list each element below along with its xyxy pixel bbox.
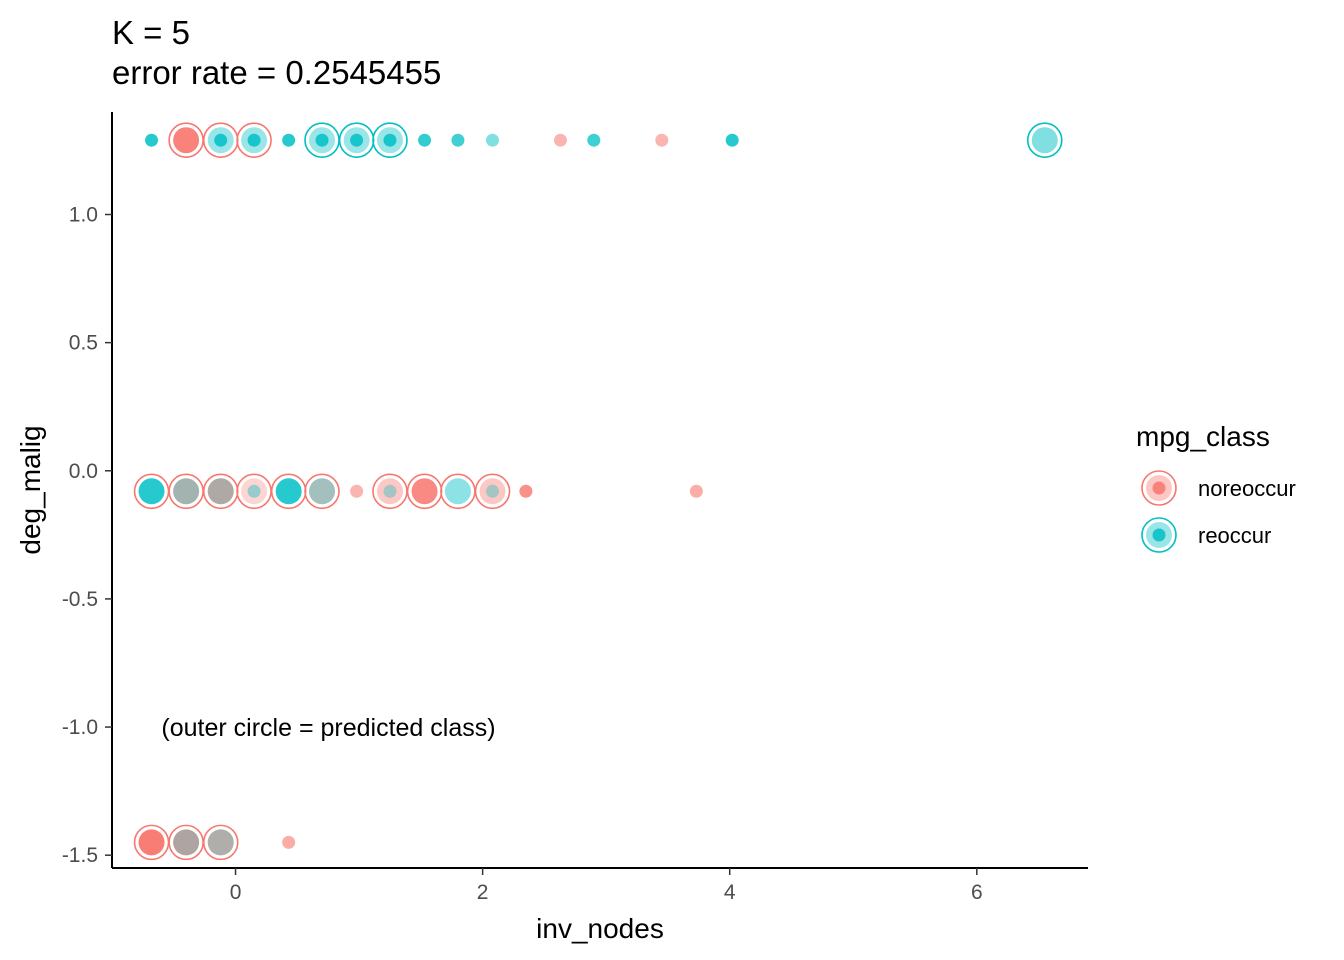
legend-key-dot-noreoccur (1152, 481, 1166, 495)
data-point-41 (173, 829, 200, 856)
plot-marks (133, 122, 1063, 861)
predicted-class-ring-12 (304, 473, 340, 510)
data-point-21 (138, 478, 165, 505)
chart-annotation: (outer circle = predicted class) (161, 714, 495, 742)
data-point-22 (173, 478, 200, 505)
data-point-34 (411, 478, 438, 505)
data-point-31 (350, 484, 364, 498)
data-point-5 (247, 133, 261, 147)
y-tick-label-5: 1.0 (69, 204, 98, 227)
data-point-10 (350, 133, 364, 147)
data-point-15 (486, 133, 500, 147)
data-point-13 (418, 133, 432, 147)
legend: mpg_class noreoccur reoccur (1136, 421, 1296, 553)
data-point-43 (207, 829, 234, 856)
y-tick-label-0: -1.5 (62, 844, 98, 867)
x-tick-label-3: 6 (971, 881, 983, 904)
data-point-26 (241, 478, 268, 505)
data-point-30 (309, 478, 336, 505)
data-point-19 (725, 133, 739, 147)
data-point-20 (1031, 127, 1058, 154)
predicted-class-ring-5 (372, 122, 408, 158)
data-point-27 (247, 484, 261, 498)
data-point-28 (275, 478, 302, 505)
y-axis-ticks: -1.5 -1.0 -0.5 0.0 0.5 1.0 (62, 204, 112, 867)
data-point-44 (207, 829, 234, 856)
y-tick-label-4: 0.5 (69, 332, 98, 355)
y-axis-title: deg_malig (15, 425, 46, 554)
data-point-39 (689, 484, 703, 498)
x-tick-label-1: 2 (477, 881, 489, 904)
data-point-32 (376, 478, 403, 505)
chart-subtitle: error rate = 0.2545455 (112, 54, 441, 91)
legend-label-noreoccur: noreoccur (1198, 476, 1296, 501)
y-tick-label-2: -0.5 (62, 588, 98, 611)
y-tick-label-1: -1.0 (62, 716, 98, 739)
predicted-class-ring-2 (236, 122, 272, 158)
data-point-14 (451, 133, 465, 147)
x-tick-label-2: 4 (724, 881, 736, 904)
data-point-12 (383, 133, 397, 147)
y-tick-label-3: 0.0 (69, 460, 98, 483)
data-point-40 (138, 829, 165, 856)
data-point-33 (383, 484, 397, 498)
legend-key-ring-noreoccur (1141, 470, 1177, 506)
data-point-3 (214, 133, 228, 147)
legend-key-ring-reoccur (1141, 517, 1177, 553)
data-point-23 (173, 478, 200, 505)
data-point-25 (207, 478, 234, 505)
data-point-0 (145, 133, 159, 147)
predicted-class-ring-16 (474, 473, 511, 510)
x-axis-title: inv_nodes (536, 913, 664, 944)
data-point-29 (309, 478, 336, 505)
data-point-6 (282, 133, 296, 147)
data-point-1 (173, 127, 200, 154)
chart-title: K = 5 (112, 14, 190, 51)
data-point-38 (519, 484, 533, 498)
data-point-8 (315, 133, 329, 147)
predicted-class-ring-19 (202, 824, 239, 861)
x-axis-ticks: 0 2 4 6 (230, 868, 983, 904)
data-point-45 (282, 835, 296, 849)
legend-title: mpg_class (1136, 421, 1270, 452)
legend-label-reoccur: reoccur (1198, 523, 1271, 548)
data-point-16 (553, 133, 567, 147)
data-point-42 (173, 829, 200, 856)
data-point-36 (479, 478, 506, 505)
legend-key-dot-reoccur (1152, 528, 1166, 542)
data-point-24 (207, 478, 234, 505)
data-point-37 (486, 484, 500, 498)
data-point-17 (587, 133, 601, 147)
predicted-class-ring-6 (1026, 122, 1063, 158)
data-point-35 (444, 478, 471, 505)
data-point-18 (655, 133, 669, 147)
x-tick-label-0: 0 (230, 881, 242, 904)
